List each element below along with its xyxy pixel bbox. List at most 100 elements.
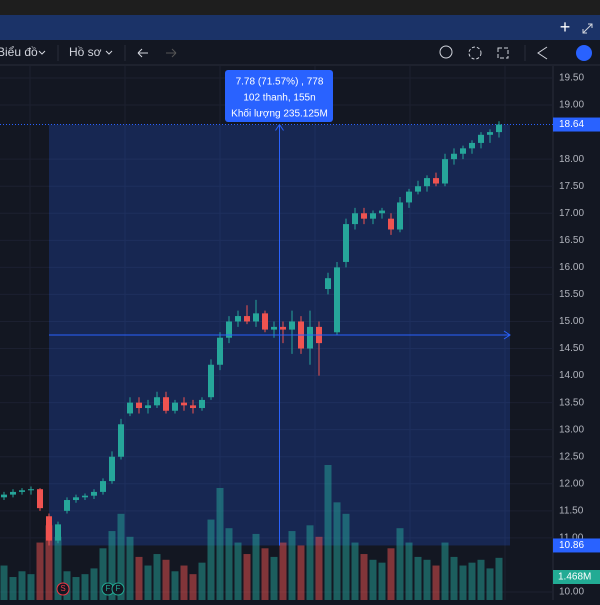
candle-body (208, 364, 214, 398)
candle-body (262, 313, 268, 330)
volume-bar (225, 528, 233, 600)
candle-body (145, 405, 151, 409)
measure-text: Khối lượng 235.125M (231, 108, 328, 120)
y-tick-label: 14.00 (559, 370, 584, 381)
window-bar (0, 0, 600, 15)
volume-bar (54, 536, 62, 600)
volume-label: 1.468M (558, 572, 591, 583)
candle-body (442, 159, 448, 184)
volume-bar (468, 562, 476, 600)
candle-body (397, 202, 403, 230)
profile-menu[interactable]: Hồ sơ (69, 45, 102, 59)
candle-body (361, 213, 367, 219)
price-label-box (553, 538, 600, 553)
candle-body (190, 405, 196, 409)
candle-body (244, 316, 250, 322)
volume-bar (486, 568, 494, 600)
candle-body (388, 218, 394, 230)
volume-bar (477, 559, 485, 600)
measure-text: 102 thanh, 155n (243, 93, 315, 104)
volume-bar (459, 565, 467, 600)
event-label: F (106, 584, 111, 593)
volume-bar (387, 548, 395, 600)
settings-icon[interactable] (468, 46, 482, 60)
volume-bar (360, 554, 368, 600)
price-label: 18.64 (559, 119, 584, 130)
candle-body (199, 399, 205, 409)
redo[interactable] (166, 48, 177, 58)
alert-icon[interactable] (439, 45, 453, 59)
price-axis (553, 66, 600, 600)
candle-body (487, 132, 493, 135)
volume-bar (216, 487, 224, 600)
event-marker (111, 582, 125, 596)
candle-body (424, 178, 430, 187)
volume-bar (288, 531, 296, 600)
volume-bar (162, 559, 170, 600)
candle-body (73, 497, 79, 501)
y-tick-label: 15.50 (559, 289, 584, 300)
candle-body (64, 500, 70, 511)
candle-body (1, 494, 7, 498)
candle-body (136, 402, 142, 409)
volume-bar (0, 565, 8, 600)
volume-bar (36, 542, 44, 600)
volume-bar (441, 542, 449, 600)
candle-body (172, 402, 178, 411)
candle-body (181, 402, 187, 406)
share-icon[interactable] (537, 46, 548, 60)
undo[interactable] (137, 48, 148, 58)
chart-menu[interactable]: Biểu đồ (0, 45, 38, 59)
volume-bar (9, 577, 17, 600)
candle-body (226, 321, 232, 338)
volume-bar (342, 513, 350, 600)
y-tick-label: 10.00 (559, 587, 584, 598)
tab-bar (0, 15, 600, 40)
volume-bar (153, 554, 161, 600)
volume-bar (108, 531, 116, 600)
event-marker (56, 582, 70, 596)
volume-bar (90, 568, 98, 600)
volume-bar (396, 528, 404, 600)
volume-bar (369, 559, 377, 600)
y-tick-label: 17.50 (559, 181, 584, 192)
candle-body (406, 191, 412, 203)
candle-body (19, 490, 25, 492)
candle-body (343, 224, 349, 262)
add-tab[interactable]: + (560, 17, 571, 37)
chevron (38, 50, 46, 55)
candle-body (235, 316, 241, 322)
volume-bar (405, 542, 413, 600)
volume-bar (207, 519, 215, 600)
candle-body (496, 124, 502, 133)
volume-bar (423, 559, 431, 600)
candle-body (352, 213, 358, 225)
expand-icon[interactable] (582, 23, 593, 34)
y-tick-label: 17.00 (559, 208, 584, 219)
candle-body (91, 491, 97, 496)
volume-bar (297, 545, 305, 600)
candle-body (253, 313, 259, 322)
candle-body (370, 213, 376, 219)
y-tick-label: 14.50 (559, 343, 584, 354)
candle-body (415, 186, 421, 192)
candle-body (451, 153, 457, 160)
candle-body (127, 402, 133, 414)
price-label: 10.86 (559, 540, 584, 551)
volume-bar (270, 556, 278, 600)
candle-body (334, 267, 340, 333)
candle-body (478, 134, 484, 143)
fullscreen-icon[interactable] (497, 47, 509, 59)
candle-body (433, 178, 439, 184)
volume-bar (450, 556, 458, 600)
candle-body (118, 424, 124, 457)
candle-body (217, 337, 223, 365)
volume-bar (27, 574, 35, 600)
volume-bar (45, 525, 53, 600)
volume-bar (144, 565, 152, 600)
volume-bar (279, 542, 287, 600)
volume-bar (126, 536, 134, 600)
volume-bar (495, 557, 503, 600)
